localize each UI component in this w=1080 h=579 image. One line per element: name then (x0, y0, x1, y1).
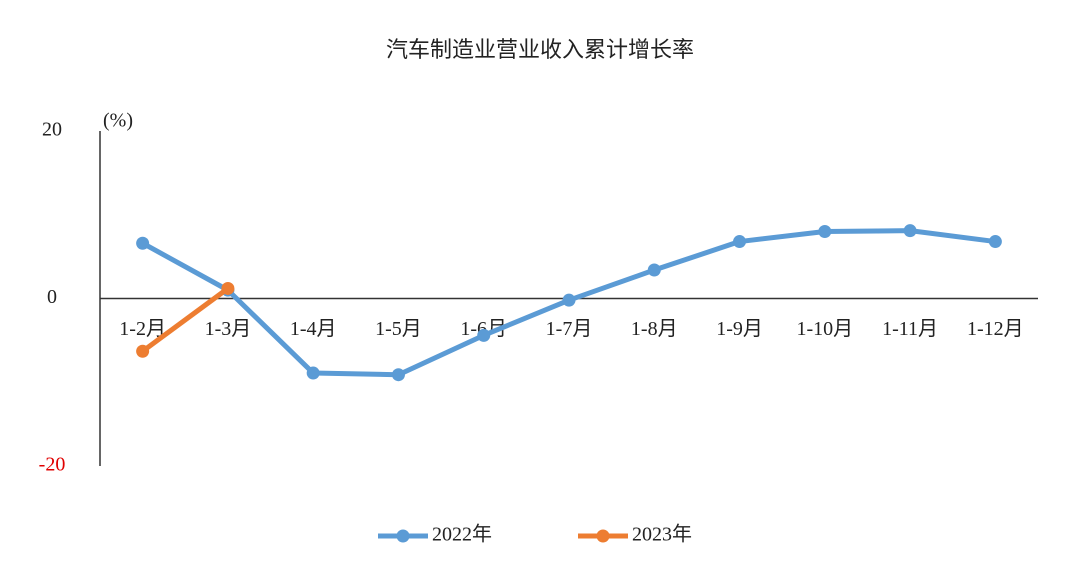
series-line (141, 286, 230, 354)
x-tick-label: 1-11月 (882, 318, 938, 340)
y-tick-label: -20 (39, 454, 66, 476)
point (477, 328, 491, 342)
x-tick-label: 1-10月 (796, 318, 853, 340)
legend-marker (596, 529, 610, 543)
point (136, 344, 150, 358)
point (306, 366, 320, 380)
x-tick-label: 1-5月 (375, 318, 422, 340)
point (733, 235, 747, 249)
point (391, 368, 405, 382)
x-tick-label: 1-8月 (631, 318, 678, 340)
point (136, 236, 150, 250)
point (562, 293, 576, 307)
x-tick-label: 1-12月 (967, 318, 1024, 340)
point (221, 281, 235, 295)
legend-label: 2023年 (632, 523, 692, 546)
y-tick-label: 20 (42, 119, 62, 141)
x-tick-label: 1-7月 (546, 318, 593, 340)
y-tick-label: 0 (47, 286, 57, 308)
y-unit: (%) (103, 110, 133, 132)
legend-label: 2022年 (432, 523, 492, 546)
x-tick-label: 1-4月 (290, 318, 337, 340)
chart-title: 汽车制造业营业收入累计增长率 (386, 37, 694, 62)
x-tick-label: 1-3月 (205, 318, 252, 340)
x-tick-label: 1-9月 (716, 318, 763, 340)
point (647, 263, 661, 277)
legend-marker (396, 529, 410, 543)
point (903, 224, 917, 238)
point (988, 235, 1002, 249)
point (818, 225, 832, 238)
x-tick-label: 1-2月 (119, 318, 166, 340)
